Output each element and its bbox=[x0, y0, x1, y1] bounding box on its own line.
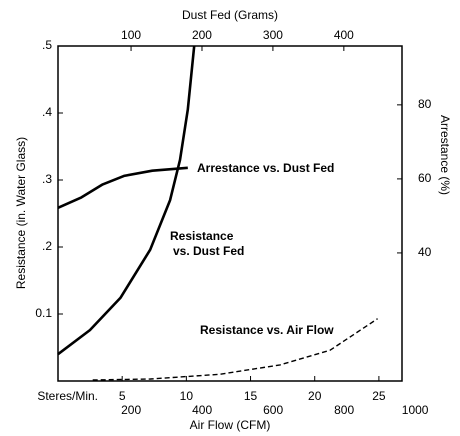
series-label: Resistance bbox=[170, 229, 234, 243]
series-label: Resistance vs. Air Flow bbox=[200, 323, 334, 337]
y-tick-label: .2 bbox=[42, 239, 52, 253]
y-tick-label: .4 bbox=[42, 105, 52, 119]
plot-frame bbox=[57, 45, 403, 382]
x2-tick-label: 800 bbox=[334, 403, 354, 417]
x-axis-label: Steres/Min. bbox=[37, 389, 98, 403]
series-line bbox=[57, 45, 196, 356]
series-line bbox=[92, 318, 378, 381]
x-tick-label: 5 bbox=[119, 389, 126, 403]
y2-tick-label: 80 bbox=[418, 97, 432, 111]
x3-tick-label: 200 bbox=[192, 28, 212, 42]
x-tick-label: 20 bbox=[308, 389, 322, 403]
series-label: vs. Dust Fed bbox=[173, 244, 244, 258]
x2-tick-label: 400 bbox=[192, 403, 212, 417]
x2-tick-label: 600 bbox=[263, 403, 283, 417]
x3-tick-label: 100 bbox=[121, 28, 141, 42]
x-tick-label: 15 bbox=[244, 389, 258, 403]
x3-tick-label: 300 bbox=[263, 28, 283, 42]
x-tick-label: 25 bbox=[372, 389, 386, 403]
y-tick-label: 0.1 bbox=[35, 306, 52, 320]
x3-axis-label: Dust Fed (Grams) bbox=[182, 8, 278, 22]
x-tick-label: 10 bbox=[180, 389, 194, 403]
x2-tick-label: 200 bbox=[121, 403, 141, 417]
x2-tick-label: 1000 bbox=[402, 403, 429, 417]
y-axis-label: Resistance (in. Water Glass) bbox=[14, 137, 28, 289]
y-tick-label: .3 bbox=[42, 172, 52, 186]
y2-axis-label: Arrestance (%) bbox=[438, 115, 452, 195]
y-tick-label: .5 bbox=[42, 38, 52, 52]
x3-tick-label: 400 bbox=[334, 28, 354, 42]
x2-axis-label: Air Flow (CFM) bbox=[190, 418, 271, 432]
series-label: Arrestance vs. Dust Fed bbox=[197, 161, 334, 175]
y2-tick-label: 60 bbox=[418, 171, 432, 185]
series-line bbox=[57, 166, 188, 209]
y2-tick-label: 40 bbox=[418, 245, 432, 259]
